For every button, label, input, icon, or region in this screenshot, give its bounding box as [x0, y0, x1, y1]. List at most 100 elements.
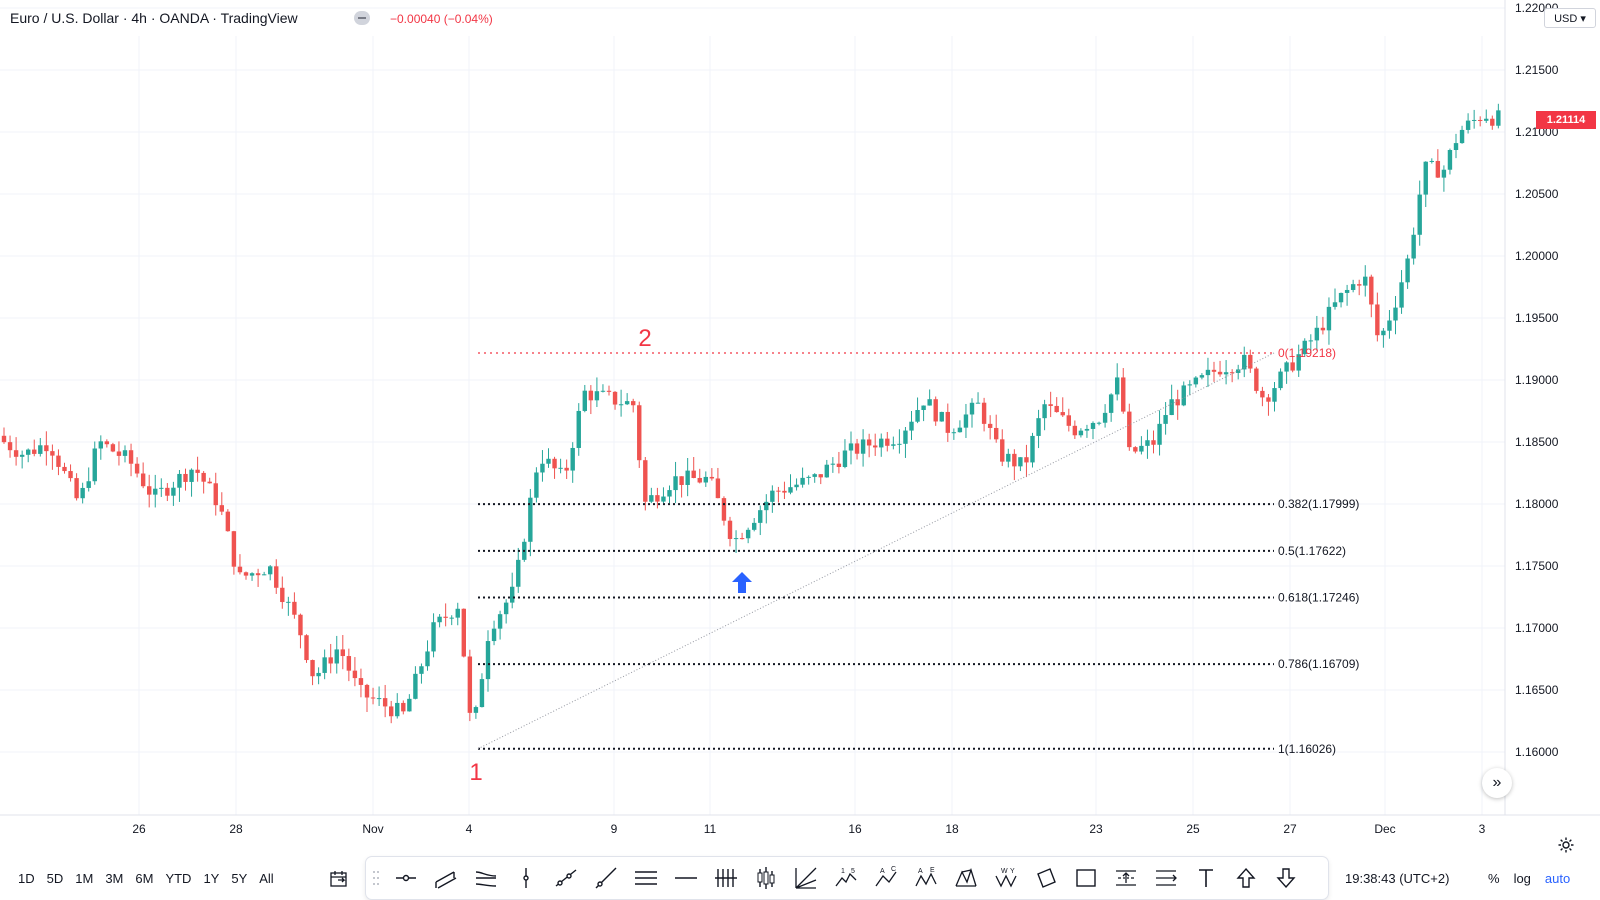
candle-body — [727, 520, 733, 539]
candle-body — [1024, 457, 1029, 463]
candle-body — [510, 586, 515, 603]
candle-body — [649, 495, 654, 502]
candle — [637, 401, 642, 468]
candle — [280, 576, 285, 609]
cross-lines-tool-button[interactable] — [706, 858, 746, 898]
candle — [86, 467, 91, 492]
candle — [1399, 270, 1404, 314]
candle — [1471, 109, 1477, 129]
candle-body — [1139, 445, 1144, 452]
candle-body — [1308, 340, 1313, 342]
parallel-channel-tool-button[interactable] — [426, 858, 466, 898]
rotated-rectangle-tool-button[interactable] — [1026, 858, 1066, 898]
fib-level-label: 0(1.19218) — [1278, 346, 1336, 360]
vertical-line-tool-button[interactable] — [506, 858, 546, 898]
candle-body — [358, 678, 364, 685]
arrow-up-tool-button[interactable] — [1226, 858, 1266, 898]
symbol-title[interactable]: Euro / U.S. Dollar · 4h · OANDA · Tradin… — [10, 10, 298, 26]
pitchfork-tool-button[interactable] — [466, 858, 506, 898]
candle-body — [32, 449, 37, 454]
candle-body — [1175, 399, 1180, 406]
candle-body — [292, 601, 297, 615]
candle — [32, 439, 37, 457]
candle-body — [449, 617, 454, 619]
candle-body — [516, 559, 521, 587]
horizontal-lines-icon — [635, 871, 657, 885]
candle-body — [703, 476, 708, 483]
rectangle-tool-button[interactable] — [1066, 858, 1106, 898]
collapse-legend-button[interactable] — [354, 11, 370, 25]
candle — [1012, 449, 1017, 481]
range-1m-button[interactable]: 1M — [75, 871, 94, 886]
candle-body — [1163, 415, 1168, 424]
parallel-channel-icon — [435, 871, 457, 889]
currency-selector[interactable]: USD ▾ — [1544, 8, 1596, 28]
drag-handle-icon[interactable] — [366, 869, 386, 887]
candle-body — [110, 444, 116, 452]
range-5y-button[interactable]: 5Y — [231, 871, 248, 886]
range-all-button[interactable]: All — [259, 871, 274, 886]
trend-line-tool-button[interactable] — [386, 858, 426, 898]
candle — [842, 439, 848, 469]
xabcd-pattern-tool-button[interactable] — [946, 858, 986, 898]
fib-fan-tool-button[interactable] — [786, 858, 826, 898]
candle-body — [1435, 160, 1441, 178]
scroll-to-realtime-button[interactable]: » — [1482, 768, 1512, 798]
candle-body — [165, 487, 170, 496]
arrow-down-icon — [1276, 868, 1296, 889]
candle-body — [201, 472, 206, 482]
candle-body — [776, 490, 781, 492]
horizontal-line-tool-button[interactable] — [666, 858, 706, 898]
range-3m-button[interactable]: 3M — [105, 871, 124, 886]
candles-tool-button[interactable] — [746, 858, 786, 898]
candle-body — [370, 697, 376, 699]
ray-tool-button[interactable] — [546, 858, 586, 898]
candle-body — [231, 531, 237, 567]
go-to-date-icon[interactable] — [328, 868, 350, 890]
candle — [328, 643, 333, 674]
range-5d-button[interactable]: 5D — [46, 871, 64, 886]
candle-body — [44, 445, 49, 452]
candle-body — [951, 432, 957, 434]
candle — [1484, 109, 1489, 123]
date-range-tool-button[interactable] — [1146, 858, 1186, 898]
candle-body — [1108, 394, 1114, 413]
candle — [1272, 382, 1277, 412]
price-chart[interactable]: 0(1.19218) 0.382(1.17999) 0.5(1.17622) 0.61… — [0, 0, 1600, 860]
candle-body — [1290, 362, 1295, 371]
price-range-tool-button[interactable] — [1106, 858, 1146, 898]
candle-body — [915, 409, 920, 422]
percent-scale-toggle[interactable]: % — [1488, 871, 1500, 886]
candle-body — [1363, 276, 1368, 286]
candle — [927, 389, 932, 406]
range-1d-button[interactable]: 1D — [18, 871, 35, 886]
arrow-down-tool-button[interactable] — [1266, 858, 1306, 898]
candle — [1096, 421, 1102, 426]
candle — [776, 486, 781, 503]
log-scale-toggle[interactable]: log — [1513, 871, 1531, 886]
auto-scale-toggle[interactable]: auto — [1544, 871, 1571, 886]
candle-body — [153, 488, 158, 495]
chart-settings-gear-icon[interactable] — [1555, 834, 1577, 856]
candle-body — [159, 487, 164, 489]
range-6m-button[interactable]: 6M — [135, 871, 154, 886]
candle — [1006, 448, 1011, 468]
candle — [715, 467, 721, 499]
candle — [1078, 428, 1084, 438]
clock-timezone[interactable]: 19:38:43 (UTC+2) — [1345, 871, 1450, 886]
text-tool-button[interactable] — [1186, 858, 1226, 898]
text-icon — [1199, 869, 1213, 887]
candle — [1090, 421, 1096, 440]
horizontal-lines-tool-button[interactable] — [626, 858, 666, 898]
range-1y-button[interactable]: 1Y — [203, 871, 220, 886]
extended-line-tool-button[interactable] — [586, 858, 626, 898]
candle-body — [38, 445, 43, 454]
candle — [727, 516, 733, 547]
range-ytd-button[interactable]: YTD — [165, 871, 192, 886]
candle-body — [752, 522, 757, 530]
candle — [1115, 363, 1120, 401]
